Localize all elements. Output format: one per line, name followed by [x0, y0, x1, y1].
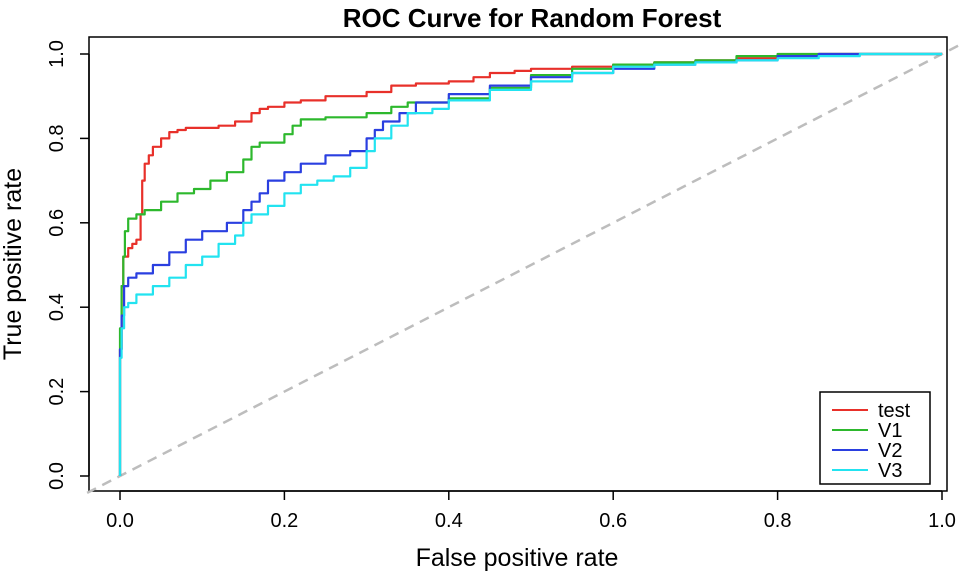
series-line-v1 [118, 52, 942, 476]
x-tick-label: 0.2 [270, 510, 298, 532]
x-tick-label: 0.4 [435, 510, 463, 532]
chart-title: ROC Curve for Random Forest [343, 3, 722, 33]
series-line-v3 [118, 52, 942, 476]
y-tick-label: 1.0 [46, 40, 68, 68]
legend-label-v2: V2 [878, 440, 902, 462]
legend-label-v1: V1 [878, 420, 902, 442]
reference-diagonal-line [86, 44, 960, 494]
legend-label-v3: V3 [878, 460, 902, 482]
y-tick-label: 0.0 [46, 462, 68, 490]
x-tick-label: 0.6 [599, 510, 627, 532]
legend-box [819, 391, 931, 485]
x-axis: 0.0 0.2 0.4 0.6 0.8 1.0 [106, 490, 956, 532]
y-tick-label: 0.8 [46, 124, 68, 152]
x-axis-label: False positive rate [416, 544, 619, 572]
y-axis-label: True positive rate [0, 168, 27, 360]
y-tick-label: 0.6 [46, 209, 68, 237]
legend-label-test: test [878, 400, 911, 422]
plot-frame [88, 36, 948, 492]
y-tick-label: 0.4 [46, 293, 68, 321]
reference-diagonal-layer [86, 44, 960, 494]
series-layer [118, 52, 942, 476]
y-axis: 0.0 0.2 0.4 0.6 0.8 1.0 [46, 40, 90, 490]
series-line-v2 [118, 52, 942, 476]
y-tick-label: 0.2 [46, 378, 68, 406]
x-tick-label: 0.8 [764, 510, 792, 532]
x-tick-label: 0.0 [106, 510, 134, 532]
x-tick-label: 1.0 [928, 510, 956, 532]
